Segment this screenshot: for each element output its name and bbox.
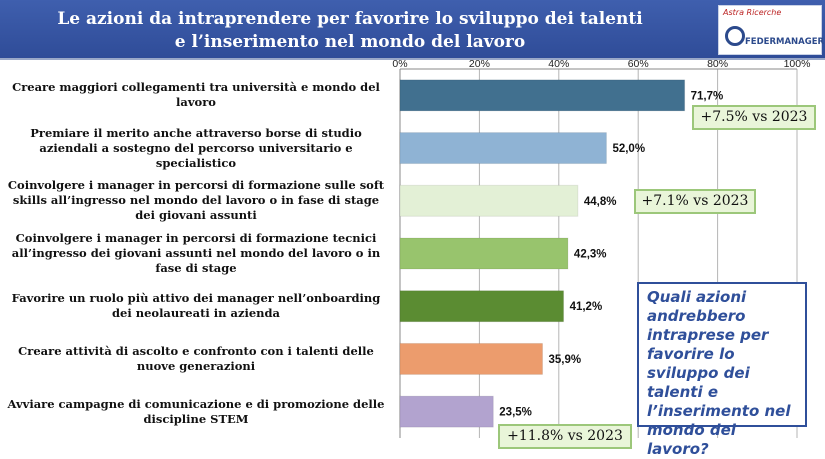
data-label: 23,5% [499,407,532,419]
category-label-text: Avviare campagne di comunicazione e di p… [8,397,385,427]
category-label: Premiare il merito anche attraverso bors… [0,122,392,174]
header-banner: Le azioni da intraprendere per favorire … [0,0,825,60]
category-label-line: skills all’ingresso nel mondo del lavoro… [12,193,380,208]
category-label-line: discipline STEM [143,411,249,426]
data-label: 52,0% [612,143,645,155]
x-tick-label: 80% [707,58,728,70]
bar [399,79,686,112]
x-tick-label: 100% [784,58,811,70]
category-label-text: Premiare il merito anche attraverso bors… [30,126,362,171]
category-label-line: Creare maggiori collegamenti tra univers… [12,80,380,95]
category-label-line: dei neolaureati in azienda [111,306,281,321]
x-tick-label: 0% [392,58,407,70]
category-label-line: dei giovani assunti [135,208,257,223]
annotation-callout: +11.8% vs 2023 [498,423,632,449]
bar [399,184,579,217]
page-title-line1: Le azioni da intraprendere per favorire … [57,9,643,29]
category-label-text: Creare maggiori collegamenti tra univers… [12,80,380,110]
category-label: Favorire un ruolo più attivo dei manager… [0,280,392,332]
category-label: Avviare campagne di comunicazione e di p… [0,386,392,438]
bar [399,290,565,323]
data-label: 41,2% [570,301,603,313]
category-label-line: Creare attività di ascolto e confronto c… [18,343,374,358]
category-label-text: Coinvolgere i manager in percorsi di for… [8,178,384,223]
data-label: 44,8% [584,196,617,208]
data-label: 71,7% [691,90,724,102]
category-label-line: lavoro [176,95,216,110]
logo-bottom-text: FEDERMANAGER [745,37,825,47]
logo-mark-icon [725,26,745,46]
category-label-line: fase di stage [155,261,237,275]
page-title-line2: e l’inserimento nel mondo del lavoro [174,32,526,52]
category-label-line: Premiare il merito anche attraverso bors… [30,125,362,140]
bar-chart: 0% 20% 40% 60% 80% 100% 71,7% 52,0% 44,8% 42,3% 41… [392,58,811,438]
category-label-line: nuove generazioni [136,358,256,373]
question-box: Quali azioni andrebbero intraprese per f… [637,282,807,458]
category-label: Creare maggiori collegamenti tra univers… [0,69,392,121]
bar [399,342,544,375]
category-label-line: specialistico [155,155,237,170]
category-label: Coinvolgere i manager in percorsi di for… [0,175,392,227]
data-label: 42,3% [574,249,607,261]
category-label-line: Coinvolgere i manager in percorsi di for… [7,178,385,193]
annotation-callout: +7.1% vs 2023 [634,188,756,214]
logo: Astra Ricerche FEDERMANAGER [718,5,825,55]
category-label-line: Coinvolgere i manager in percorsi di for… [15,231,377,245]
category-label-line: all’ingresso dei giovani assunti nel mon… [11,246,381,260]
bar [399,132,607,165]
category-label-text: Coinvolgere i manager in percorsi di for… [12,231,380,276]
x-tick-label: 20% [469,58,490,70]
annotation-callout: +7.5% vs 2023 [692,105,816,131]
chart-area: 0% 20% 40% 60% 80% 100% 71,7% 52,0% 44,8% 42,3% 41… [0,58,825,454]
bar [399,395,494,428]
x-tick-label: 60% [628,58,649,70]
category-label-text: Favorire un ruolo più attivo dei manager… [12,291,381,321]
x-tick-label: 40% [548,58,569,70]
bar [399,237,569,270]
category-label: Creare attività di ascolto e confronto c… [0,333,392,385]
category-label: Coinvolgere i manager in percorsi di for… [0,228,392,280]
category-label-line: Avviare campagne di comunicazione e di p… [7,396,385,411]
data-label: 35,9% [549,354,582,366]
logo-top-text: Astra Ricerche [723,8,782,17]
category-label-text: Creare attività di ascolto e confronto c… [18,344,374,374]
category-label-line: aziendali a sostegno del percorso univer… [39,140,353,155]
category-label-line: Favorire un ruolo più attivo dei manager… [11,291,381,306]
